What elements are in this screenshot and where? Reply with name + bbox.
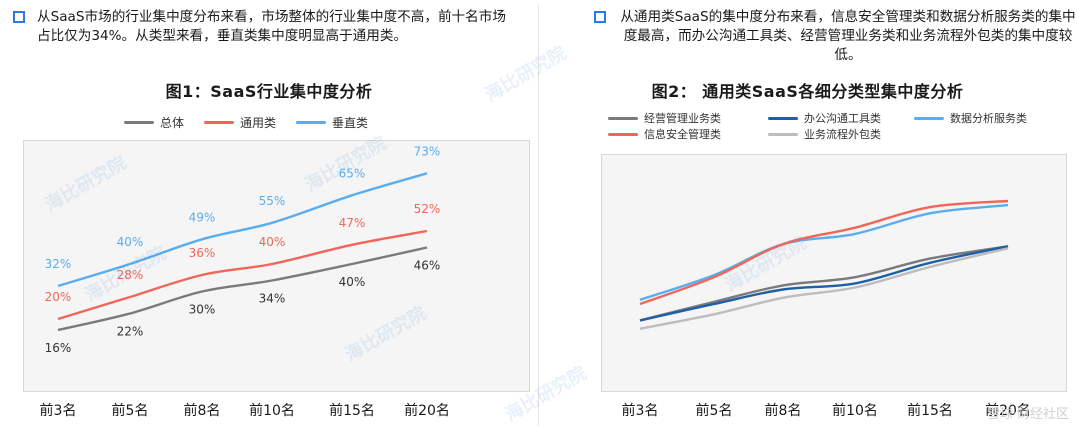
panel-divider [538,4,539,426]
right-panel: 从通用类SaaS的集中度分布来看，信息安全管理类和数据分析服务类的集中度最高，而… [538,0,1077,430]
x-tick-label: 前5名 [696,402,733,419]
data-label: 65% [339,166,366,180]
data-label: 16% [45,341,72,355]
x-tick-label: 前10名 [249,402,295,419]
data-label: 40% [339,275,366,289]
chart1-svg: 16% 22% 30% 34% 40% 46% 20% 28% 36% 40% 47% 52% 32% 4… [40,144,450,419]
chart2-title: 图2： 通用类SaaS各细分类型集中度分析 [651,82,964,101]
legend-swatch [608,117,638,120]
series-line-5 [639,247,1009,330]
legend-swatch [768,133,798,136]
right-intro: 从通用类SaaS的集中度分布来看，信息安全管理类和数据分析服务类的集中度最高，而… [594,8,1077,65]
data-label: 40% [117,235,144,249]
footer-watermark: 雪球·财经社区 [986,407,1069,422]
left-panel: 从SaaS市场的行业集中度分布来看，市场整体的行业集中度不高，前十名市场占比仅为… [0,0,538,430]
chart2-svg: 前3名 前5名 前8名 前10名 前15名 前20名 [622,199,1031,419]
legend-label: 数据分析服务类 [950,112,1027,125]
legend-label: 办公沟通工具类 [804,112,881,125]
legend-label: 经营管理业务类 [644,112,721,125]
legend-swatch [914,117,944,120]
x-tick-label: 前15名 [329,402,375,419]
left-intro: 从SaaS市场的行业集中度分布来看，市场整体的行业集中度不高，前十名市场占比仅为… [13,8,507,46]
x-tick-label: 前5名 [112,402,149,419]
x-tick-label: 前10名 [832,402,878,419]
data-label: 40% [259,235,286,249]
chart1-plot-area [23,140,530,392]
x-tick-label: 前8名 [765,402,802,419]
chart1-title: 图1：SaaS行业集中度分析 [165,82,373,101]
data-label: 30% [189,303,216,317]
left-intro-text: 从SaaS市场的行业集中度分布来看，市场整体的行业集中度不高，前十名市场占比仅为… [37,9,506,44]
series-line-3 [57,172,428,288]
legend-label: 信息安全管理类 [644,128,721,141]
data-label: 22% [117,325,144,339]
x-tick-label: 前8名 [184,402,221,419]
legend-swatch [204,121,234,124]
data-label: 47% [339,216,366,230]
data-label: 52% [414,202,441,216]
legend-label: 通用类 [240,116,277,130]
data-label: 46% [414,259,441,273]
legend-swatch [768,117,798,120]
series-line-2 [639,245,1009,322]
data-label: 55% [259,194,286,208]
right-intro-text: 从通用类SaaS的集中度分布来看，信息安全管理类和数据分析服务类的集中度最高，而… [620,9,1076,63]
data-label: 73% [414,144,441,158]
series-line-3 [639,203,1009,301]
legend-label: 垂直类 [332,116,369,130]
legend-swatch [608,133,638,136]
x-tick-label: 前20名 [404,402,450,419]
bullet-icon [13,11,25,23]
series-line-2 [57,229,428,321]
x-tick-label: 前15名 [907,402,953,419]
series-line-1 [57,246,428,332]
legend-swatch [296,121,326,124]
series-line-1 [639,245,1009,322]
chart2-plot-area [601,154,1067,392]
data-label: 32% [45,257,72,271]
data-label: 28% [117,268,144,282]
data-label: 34% [259,292,286,306]
legend-swatch [124,121,154,124]
data-label: 49% [189,210,216,224]
bullet-icon [594,11,606,23]
data-label: 20% [45,290,72,304]
x-tick-label: 前3名 [622,402,659,419]
legend-label: 总体 [160,116,185,130]
legend-label: 业务流程外包类 [804,128,881,141]
x-tick-label: 前20名 [985,402,1031,419]
data-label: 36% [189,246,216,260]
x-tick-label: 前3名 [40,402,77,419]
series-line-4 [639,199,1009,306]
